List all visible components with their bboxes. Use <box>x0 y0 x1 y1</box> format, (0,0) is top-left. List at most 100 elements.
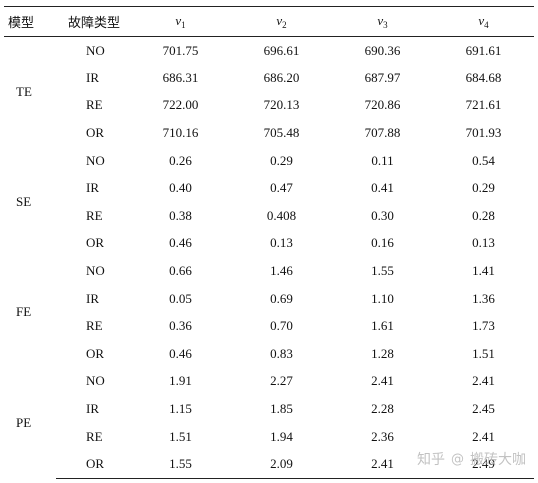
value-cell-v4: 0.28 <box>472 207 495 223</box>
value-cell-v2: 2.27 <box>270 373 293 389</box>
table-row: FE NO 0.66 1.46 1.55 1.41 <box>4 257 534 319</box>
value-cell-v2: 0.29 <box>270 152 293 168</box>
value-cell-v2: 696.61 <box>263 42 300 58</box>
fault-type-cell: NO <box>86 42 105 58</box>
value-cell-v2: 1.85 <box>270 401 293 417</box>
table-row: TE NO 701.75 696.61 690.36 691.61 <box>4 37 534 99</box>
table-row: OR 0.46 0.13 0.16 0.13 <box>4 230 534 258</box>
header-fault-type: 故障类型 <box>56 6 130 37</box>
value-cell-v1: 0.38 <box>169 207 192 223</box>
fault-type-cell: OR <box>86 345 105 361</box>
value-cell-v4: 701.93 <box>465 125 502 141</box>
table-row: IR 686.31 686.20 687.97 684.68 <box>4 64 534 92</box>
v-subscript: 4 <box>484 20 489 30</box>
value-cell-v4: 2.41 <box>472 428 495 444</box>
value-cell-v2: 0.408 <box>266 207 297 223</box>
value-cell-v4: 2.49 <box>433 450 534 479</box>
model-cell: SE <box>16 194 32 210</box>
table-row: PE NO 1.91 2.27 2.41 2.41 <box>4 368 534 429</box>
header-row: 模型 故障类型 v1 v2 v3 v4 <box>4 6 534 37</box>
header-v2: v2 <box>231 6 332 37</box>
value-cell-v1: 1.15 <box>169 401 192 417</box>
value-cell-v1: 722.00 <box>162 97 199 113</box>
value-cell-v3: 0.41 <box>371 180 394 196</box>
watermark-site: 知乎 <box>417 452 445 468</box>
value-cell-v1: 0.46 <box>169 235 192 251</box>
fault-type-cell: NO <box>86 263 105 279</box>
value-cell-v3: 1.28 <box>371 345 394 361</box>
value-cell-v2: 0.70 <box>270 318 293 334</box>
value-cell-v3: 0.16 <box>371 235 394 251</box>
value-cell-v3: 1.55 <box>371 263 394 279</box>
header-v4: v4 <box>433 6 534 37</box>
value-cell-v1: 0.46 <box>169 345 192 361</box>
value-cell-v2: 686.20 <box>263 69 300 85</box>
fault-type-cell: NO <box>86 373 105 389</box>
v-symbol: v <box>377 13 384 28</box>
fault-type-cell: RE <box>86 428 103 444</box>
header-model: 模型 <box>4 6 56 37</box>
value-cell-v2: 0.83 <box>270 345 293 361</box>
value-cell-v2: 0.69 <box>270 290 293 306</box>
model-cell: FE <box>16 304 32 320</box>
fault-type-cell: RE <box>86 318 103 334</box>
value-cell-v1: 1.51 <box>169 428 192 444</box>
value-cell-v4: 721.61 <box>465 97 502 113</box>
v-symbol: v <box>276 13 283 28</box>
value-cell-v3: 1.10 <box>371 290 394 306</box>
fault-type-cell: OR <box>56 450 130 479</box>
table-row: RE 0.38 0.408 0.30 0.28 <box>4 202 534 230</box>
table-row: SE NO 0.26 0.29 0.11 0.54 <box>4 147 534 209</box>
value-cell-v3: 2.28 <box>371 401 394 417</box>
value-cell-v4: 1.51 <box>472 345 495 361</box>
fault-type-cell: OR <box>86 235 105 251</box>
value-cell-v2: 1.94 <box>270 428 293 444</box>
fault-type-cell: IR <box>86 401 99 417</box>
value-cell-v3: 2.41 <box>332 450 433 479</box>
fault-type-cell: RE <box>86 97 103 113</box>
results-table: 模型 故障类型 v1 v2 v3 v4 TE NO 701.75 696.61 690.… <box>4 6 534 479</box>
value-cell-v4: 684.68 <box>465 69 502 85</box>
v-symbol: v <box>478 13 485 28</box>
value-cell-v1: 701.75 <box>162 42 199 58</box>
fault-type-cell: IR <box>86 69 99 85</box>
value-cell-v2: 0.13 <box>270 235 293 251</box>
value-cell-v1: 1.91 <box>169 373 192 389</box>
value-cell-v3: 687.97 <box>364 69 401 85</box>
value-cell-v1: 0.40 <box>169 180 192 196</box>
value-cell-v1: 0.26 <box>169 152 192 168</box>
table-row: IR 1.15 1.85 2.28 2.45 <box>4 395 534 423</box>
value-cell-v3: 1.61 <box>371 318 394 334</box>
table-row: RE 0.36 0.70 1.61 1.73 <box>4 312 534 340</box>
table-row: IR 0.40 0.47 0.41 0.29 <box>4 174 534 202</box>
table-row: OR 710.16 705.48 707.88 701.93 <box>4 119 534 147</box>
value-cell-v4: 0.54 <box>472 152 495 168</box>
value-cell-v2: 1.46 <box>270 263 293 279</box>
watermark-user: 搬砖大咖 <box>470 452 526 468</box>
value-cell-v3: 2.36 <box>371 428 394 444</box>
watermark: 知乎 @ 搬砖大咖 <box>417 449 526 469</box>
fault-type-cell: IR <box>86 290 99 306</box>
value-cell-v4: 0.13 <box>472 235 495 251</box>
value-cell-v3: 720.86 <box>364 97 401 113</box>
value-cell-v1: 0.66 <box>169 263 192 279</box>
value-cell-v3: 0.30 <box>371 207 394 223</box>
table-row: OR 1.55 2.09 2.41 2.49 <box>4 450 534 479</box>
value-cell-v1: 710.16 <box>162 125 199 141</box>
header-v1: v1 <box>130 6 231 37</box>
value-cell-v4: 691.61 <box>465 42 502 58</box>
value-cell-v4: 1.41 <box>472 263 495 279</box>
model-cell: PE <box>16 414 32 430</box>
value-cell-v4: 1.73 <box>472 318 495 334</box>
value-cell-v2: 0.47 <box>270 180 293 196</box>
fault-type-cell: IR <box>86 180 99 196</box>
v-subscript: 2 <box>282 20 287 30</box>
table-row: OR 0.46 0.83 1.28 1.51 <box>4 340 534 368</box>
v-subscript: 1 <box>181 20 186 30</box>
table-row: IR 0.05 0.69 1.10 1.36 <box>4 285 534 313</box>
value-cell-v1: 686.31 <box>162 69 199 85</box>
value-cell-v1: 0.05 <box>169 290 192 306</box>
v-subscript: 3 <box>383 20 388 30</box>
fault-type-cell: RE <box>86 207 103 223</box>
value-cell-v4: 2.41 <box>472 373 495 389</box>
